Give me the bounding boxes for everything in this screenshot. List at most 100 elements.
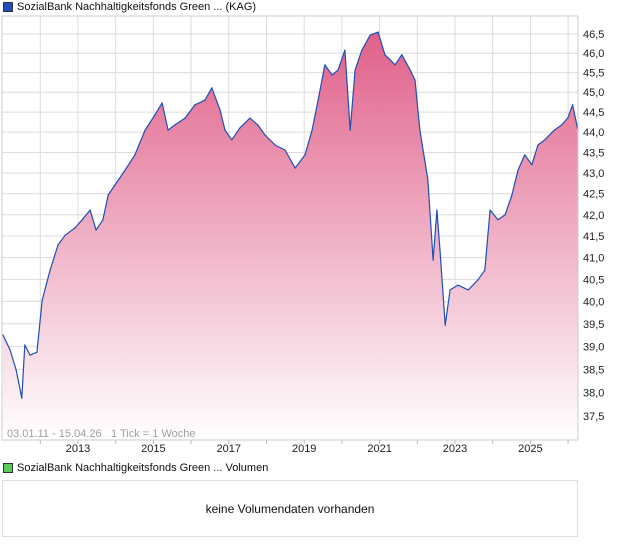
price-point <box>81 219 83 221</box>
price-point <box>184 117 186 119</box>
volume-legend-label: SozialBank Nachhaltigkeitsfonds Green ..… <box>17 462 269 474</box>
y-tick-label: 39,0 <box>583 341 604 353</box>
price-point <box>107 194 109 196</box>
price-point <box>544 139 546 141</box>
price-point <box>219 109 221 111</box>
price-point <box>331 74 333 76</box>
price-point <box>311 129 313 131</box>
price-point <box>324 64 326 66</box>
price-point <box>497 219 499 221</box>
price-point <box>102 219 104 221</box>
price-point <box>224 129 226 131</box>
price-point <box>264 134 266 136</box>
period-label: 03.01.11 - 15.04.26 <box>7 428 102 440</box>
price-point <box>401 54 403 56</box>
price-point <box>439 248 441 250</box>
price-point <box>57 244 59 246</box>
y-tick-label: 43,0 <box>583 168 604 180</box>
price-point <box>49 269 51 271</box>
volume-legend-swatch <box>3 463 13 473</box>
price-point <box>377 31 379 33</box>
y-tick-label: 42,5 <box>583 189 604 201</box>
price-point <box>489 209 491 211</box>
x-tick-label: 2023 <box>443 443 467 455</box>
price-point <box>344 49 346 51</box>
price-point <box>317 99 319 101</box>
price-chart: 37,5 38,0 38,5 39,0 39,5 40,0 40,5 41,0 41,5 42,0… <box>1 15 604 455</box>
price-point <box>15 369 17 371</box>
price-point <box>414 79 416 81</box>
price-point <box>24 344 26 346</box>
y-tick-label: 40,0 <box>583 296 604 308</box>
price-point <box>349 129 351 131</box>
y-tick-label: 46,0 <box>583 48 604 60</box>
y-tick-label: 37,5 <box>583 411 604 423</box>
price-area-fill <box>2 32 578 440</box>
price-point <box>553 129 556 131</box>
price-point <box>41 299 43 301</box>
price-point <box>394 64 396 66</box>
price-point <box>524 154 526 156</box>
y-tick-label: 43,5 <box>583 147 604 159</box>
tick-interval-label: 1 Tick = 1 Woche <box>111 428 195 440</box>
x-tick-label: 2017 <box>217 443 241 455</box>
price-point <box>274 144 276 146</box>
price-point <box>384 54 386 56</box>
price-legend-label: SozialBank Nachhaltigkeitsfonds Green ..… <box>17 1 257 13</box>
price-point <box>467 289 469 291</box>
price-point <box>257 124 259 126</box>
price-point <box>284 149 286 151</box>
price-point <box>194 104 196 106</box>
price-point <box>432 259 434 261</box>
price-point <box>531 164 533 166</box>
price-point <box>572 104 574 106</box>
price-point <box>304 154 306 156</box>
price-point <box>369 34 371 36</box>
y-tick-label: 41,0 <box>583 253 604 265</box>
y-tick-label: 38,5 <box>583 364 604 376</box>
price-legend: SozialBank Nachhaltigkeitsfonds Green ..… <box>3 1 256 13</box>
price-point <box>354 69 356 71</box>
price-point <box>444 324 446 326</box>
price-point <box>457 284 459 286</box>
price-point <box>95 229 97 231</box>
price-point <box>561 124 563 126</box>
price-point <box>409 69 411 71</box>
plot-frame <box>1 15 579 441</box>
price-point <box>337 69 339 71</box>
price-point <box>427 179 429 181</box>
y-tick-label: 45,0 <box>583 87 604 99</box>
price-point <box>114 184 116 186</box>
y-tick-label: 42,0 <box>583 210 604 222</box>
price-point <box>21 397 23 399</box>
price-point <box>484 269 486 271</box>
price-point <box>511 194 513 196</box>
price-point <box>231 139 233 141</box>
price-point <box>124 169 126 171</box>
x-tick-label: 2019 <box>292 443 316 455</box>
x-tick-label: 2025 <box>518 443 542 455</box>
price-point <box>294 167 296 169</box>
price-point <box>36 351 38 353</box>
price-point <box>144 129 146 131</box>
price-legend-swatch <box>3 2 13 12</box>
price-point <box>154 114 156 116</box>
y-tick-label: 38,0 <box>583 388 604 400</box>
price-point <box>239 127 241 129</box>
price-point <box>29 354 31 356</box>
y-tick-label: 44,5 <box>583 107 604 119</box>
x-tick-label: 2013 <box>66 443 90 455</box>
volume-legend: SozialBank Nachhaltigkeitsfonds Green ..… <box>3 462 268 474</box>
price-point <box>249 117 251 119</box>
price-point <box>89 209 91 211</box>
price-point <box>504 214 506 216</box>
y-tick-label: 41,5 <box>583 231 604 243</box>
volume-empty-message: keine Volumendaten vorhanden <box>205 501 375 516</box>
price-point <box>9 349 11 351</box>
price-point <box>134 154 136 156</box>
y-tick-label: 45,5 <box>583 68 604 80</box>
price-point <box>64 234 66 236</box>
volume-panel: keine Volumendaten vorhanden <box>2 480 578 537</box>
x-tick-label: 2021 <box>367 443 391 455</box>
y-tick-label: 44,0 <box>583 127 604 139</box>
